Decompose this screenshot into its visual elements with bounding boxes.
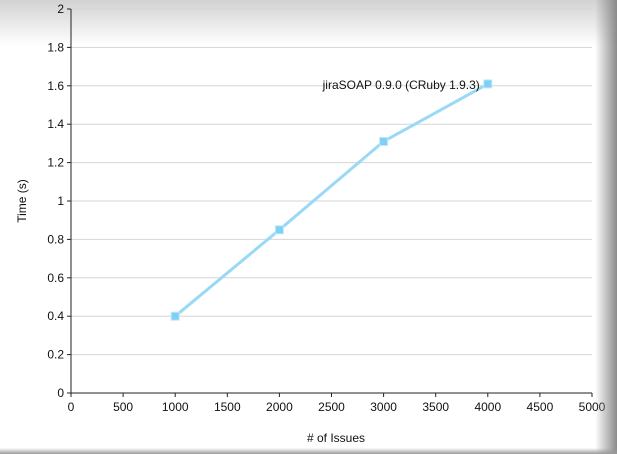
y-axis-label: Time (s) [15,179,29,223]
y-tick-label: 1.8 [47,40,64,54]
x-tick-label: 2000 [266,400,293,414]
y-tick-label: 1.2 [47,156,64,170]
axes [67,8,593,397]
y-tick-label: 1.4 [47,117,64,131]
x-tick-label: 2500 [318,400,345,414]
y-tick-label: 0.8 [47,232,64,246]
window-shadow-bottom [0,448,617,454]
data-point [483,79,493,89]
x-tick-label: 1500 [214,400,241,414]
x-tick-labels: 0 500 1000 1500 2000 2500 3000 3500 4000 4500 5000 [68,400,606,414]
data-point [379,136,389,146]
y-tick-label: 1.6 [47,79,64,93]
x-tick-label: 4500 [527,400,554,414]
data-point [170,311,180,321]
y-tick-label: 0.6 [47,271,64,285]
series-line [173,82,490,318]
y-tick-label: 2 [57,2,64,16]
x-tick-label: 4000 [474,400,501,414]
y-tick-label: 0.2 [47,348,64,362]
window-shadow-right [595,0,617,454]
gridlines [71,8,592,356]
series-label: jiraSOAP 0.9.0 (CRuby 1.9.3) [322,78,480,92]
x-tick-label: 0 [68,400,75,414]
series-layer: jiraSOAP 0.9.0 (CRuby 1.9.3) [170,78,493,321]
x-tick-label: 3000 [370,400,397,414]
data-point [274,225,284,235]
x-axis-label: # of Issues [307,431,365,445]
y-tick-label: 0.4 [47,309,64,323]
x-tick-label: 500 [113,400,133,414]
x-tick-label: 3500 [422,400,449,414]
y-tick-label: 0 [57,386,64,400]
x-tick-label: 1000 [162,400,189,414]
y-tick-labels: 0 0.2 0.4 0.6 0.8 1 1.2 1.4 1.6 1.8 2 [47,2,64,400]
window-shadow-top [0,0,617,46]
y-tick-label: 1 [57,194,64,208]
